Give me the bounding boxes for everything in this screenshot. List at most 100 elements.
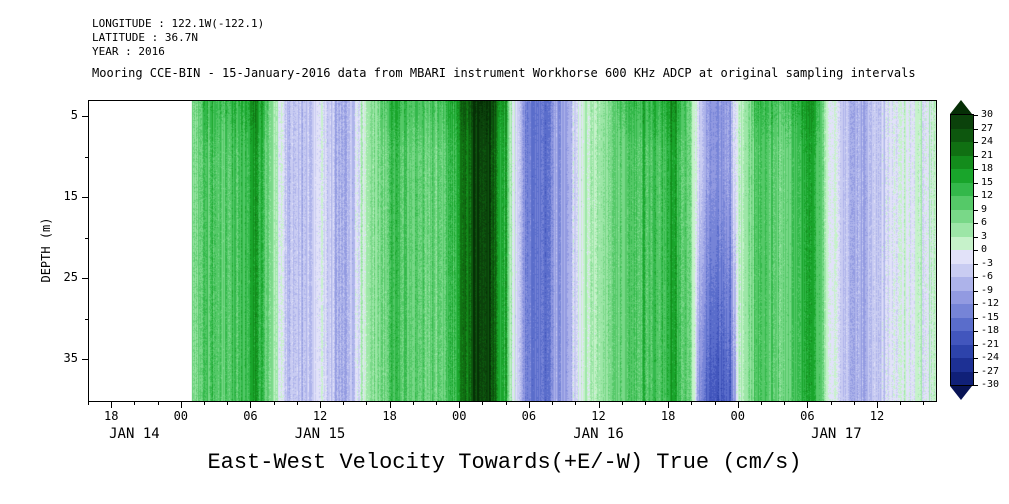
latitude-line: LATITUDE : 36.7N — [92, 31, 198, 44]
colorbar-label: 12 — [981, 190, 994, 201]
x-minor-tick — [204, 402, 206, 405]
colorbar-label: 18 — [981, 163, 994, 174]
x-major-tick — [807, 402, 809, 408]
colorbar-label: -21 — [981, 338, 1000, 350]
x-minor-tick — [273, 402, 275, 405]
colorbar-label: -18 — [981, 325, 1000, 336]
colorbar-segment — [951, 263, 973, 277]
colorbar-segment — [951, 358, 973, 372]
x-major-tick — [876, 402, 878, 408]
colorbar-tick — [974, 209, 978, 211]
x-tick-label: 18 — [103, 409, 119, 423]
colorbar-tick — [974, 358, 978, 359]
colorbar-label: 27 — [981, 122, 994, 134]
colorbar-label: 15 — [981, 176, 994, 188]
x-minor-tick — [784, 402, 786, 405]
colorbar-tick — [974, 196, 978, 197]
colorbar-segment — [951, 128, 973, 142]
colorbar-tick — [974, 344, 978, 346]
x-minor-tick — [412, 402, 414, 405]
x-major-tick — [320, 402, 322, 408]
colorbar-tick — [974, 263, 978, 265]
x-major-tick — [389, 402, 391, 408]
colorbar-segment — [951, 169, 973, 183]
colorbar-tick — [974, 128, 978, 130]
x-minor-tick — [644, 402, 646, 405]
y-tick-label: 35 — [63, 351, 78, 366]
x-tick-label: 18 — [382, 409, 397, 423]
day-label: JAN 14 — [109, 426, 160, 442]
x-major-tick — [737, 402, 739, 408]
x-major-tick — [598, 402, 600, 408]
x-minor-tick — [134, 402, 136, 405]
colorbar-label: -30 — [981, 379, 1000, 390]
colorbar-tick — [974, 223, 978, 224]
x-major-tick — [528, 402, 530, 408]
colorbar-label: -12 — [981, 298, 1000, 309]
day-label: JAN 16 — [573, 426, 624, 442]
day-label: JAN 15 — [294, 426, 346, 442]
x-minor-tick — [227, 402, 229, 405]
y-minor-tick — [85, 156, 88, 158]
colorbar-segment — [951, 317, 973, 331]
x-major-tick — [668, 402, 670, 408]
y-axis-label: DEPTH (m) — [39, 217, 53, 283]
y-minor-tick — [85, 237, 88, 239]
x-major-tick — [111, 402, 113, 408]
x-tick-label: 12 — [869, 409, 885, 423]
colorbar — [950, 114, 974, 386]
plot-title: Mooring CCE-BIN - 15-January-2016 data f… — [92, 66, 916, 80]
colorbar-label: -27 — [981, 365, 1000, 377]
x-major-tick — [250, 402, 252, 408]
colorbar-segment — [951, 155, 973, 169]
colorbar-segment — [951, 209, 973, 223]
x-minor-tick — [157, 402, 159, 405]
day-label: JAN 17 — [811, 426, 862, 442]
colorbar-tick — [974, 317, 978, 319]
x-tick-label: 00 — [173, 409, 189, 423]
colorbar-segment — [951, 304, 973, 318]
plot-frame — [88, 100, 937, 402]
x-tick-label: 12 — [591, 409, 606, 423]
colorbar-label: 3 — [981, 230, 988, 242]
colorbar-label: -24 — [981, 352, 1000, 363]
x-minor-tick — [343, 402, 345, 405]
y-tick-label: 5 — [70, 108, 78, 123]
colorbar-segment — [951, 142, 973, 156]
colorbar-tick — [974, 182, 978, 184]
x-minor-tick — [436, 402, 438, 405]
colorbar-label: -3 — [981, 257, 994, 269]
x-tick-label: 18 — [660, 409, 676, 423]
x-minor-tick — [505, 402, 507, 405]
colorbar-tick — [974, 115, 978, 116]
x-minor-tick — [296, 402, 298, 405]
x-minor-tick — [575, 402, 577, 405]
x-minor-tick — [482, 402, 484, 405]
x-tick-label: 12 — [312, 409, 328, 423]
colorbar-label: 0 — [981, 244, 988, 255]
colorbar-tick — [974, 169, 978, 170]
colorbar-tick — [974, 277, 978, 278]
colorbar-label: 24 — [981, 136, 994, 147]
x-tick-label: 00 — [730, 409, 745, 423]
colorbar-tick — [974, 236, 978, 238]
colorbar-segment — [951, 277, 973, 291]
colorbar-tick — [974, 142, 978, 143]
colorbar-tick — [974, 371, 978, 373]
y-minor-tick — [85, 318, 88, 320]
y-major-tick — [82, 197, 88, 199]
colorbar-label: -15 — [981, 311, 1000, 323]
velocity-heatmap — [89, 101, 936, 401]
x-major-tick — [459, 402, 461, 408]
x-tick-label: 00 — [452, 409, 467, 423]
y-major-tick — [82, 116, 88, 118]
colorbar-segment — [951, 196, 973, 210]
colorbar-under-arrow — [950, 386, 972, 400]
colorbar-segment — [951, 331, 973, 345]
x-major-tick — [180, 402, 182, 408]
y-major-tick — [82, 278, 88, 280]
x-minor-tick — [552, 402, 554, 405]
colorbar-label: 6 — [981, 217, 988, 228]
colorbar-segment — [951, 223, 973, 237]
colorbar-tick — [974, 155, 978, 157]
